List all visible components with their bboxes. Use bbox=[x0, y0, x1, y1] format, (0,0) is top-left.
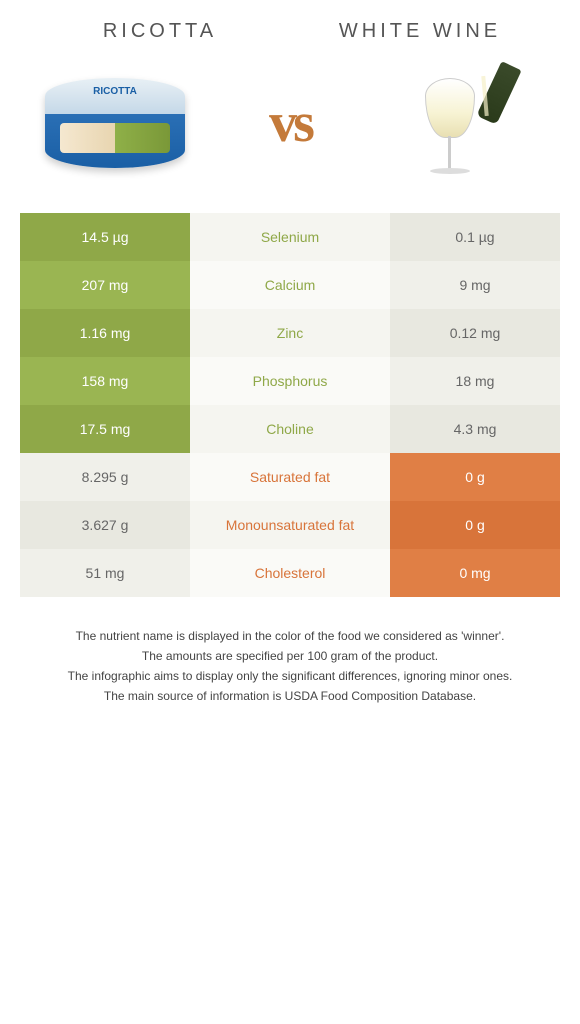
left-value-cell: 51 mg bbox=[20, 549, 190, 597]
nutrient-name-cell: Monounsaturated fat bbox=[190, 501, 390, 549]
product-images-row: vs bbox=[0, 53, 580, 213]
right-value-cell: 4.3 mg bbox=[390, 405, 560, 453]
left-value-cell: 17.5 mg bbox=[20, 405, 190, 453]
nutrient-name-cell: Cholesterol bbox=[190, 549, 390, 597]
ricotta-tub-icon bbox=[45, 78, 185, 168]
nutrient-name-cell: Zinc bbox=[190, 309, 390, 357]
left-value-cell: 14.5 µg bbox=[20, 213, 190, 261]
table-row: 17.5 mgCholine4.3 mg bbox=[20, 405, 560, 453]
left-value-cell: 207 mg bbox=[20, 261, 190, 309]
left-value-cell: 8.295 g bbox=[20, 453, 190, 501]
right-value-cell: 0 mg bbox=[390, 549, 560, 597]
wine-glass-icon bbox=[415, 58, 515, 188]
right-value-cell: 0 g bbox=[390, 501, 560, 549]
nutrient-name-cell: Calcium bbox=[190, 261, 390, 309]
table-row: 8.295 gSaturated fat0 g bbox=[20, 453, 560, 501]
table-row: 51 mgCholesterol0 mg bbox=[20, 549, 560, 597]
table-row: 207 mgCalcium9 mg bbox=[20, 261, 560, 309]
footer-line: The nutrient name is displayed in the co… bbox=[20, 627, 560, 645]
right-value-cell: 18 mg bbox=[390, 357, 560, 405]
footer-line: The main source of information is USDA F… bbox=[20, 687, 560, 705]
header: RICOTTA WHITE WINE bbox=[0, 0, 580, 53]
table-row: 3.627 gMonounsaturated fat0 g bbox=[20, 501, 560, 549]
table-row: 14.5 µgSelenium0.1 µg bbox=[20, 213, 560, 261]
nutrient-table: 14.5 µgSelenium0.1 µg207 mgCalcium9 mg1.… bbox=[0, 213, 580, 597]
right-value-cell: 9 mg bbox=[390, 261, 560, 309]
left-value-cell: 1.16 mg bbox=[20, 309, 190, 357]
right-value-cell: 0.1 µg bbox=[390, 213, 560, 261]
table-row: 1.16 mgZinc0.12 mg bbox=[20, 309, 560, 357]
nutrient-name-cell: Saturated fat bbox=[190, 453, 390, 501]
nutrient-name-cell: Choline bbox=[190, 405, 390, 453]
right-value-cell: 0 g bbox=[390, 453, 560, 501]
left-product-title: RICOTTA bbox=[30, 20, 290, 43]
footer-line: The infographic aims to display only the… bbox=[20, 667, 560, 685]
footer-notes: The nutrient name is displayed in the co… bbox=[0, 597, 580, 727]
ricotta-image bbox=[40, 63, 190, 183]
left-value-cell: 158 mg bbox=[20, 357, 190, 405]
vs-badge: vs bbox=[269, 91, 311, 155]
nutrient-name-cell: Selenium bbox=[190, 213, 390, 261]
footer-line: The amounts are specified per 100 gram o… bbox=[20, 647, 560, 665]
right-value-cell: 0.12 mg bbox=[390, 309, 560, 357]
left-value-cell: 3.627 g bbox=[20, 501, 190, 549]
table-row: 158 mgPhosphorus18 mg bbox=[20, 357, 560, 405]
right-product-title: WHITE WINE bbox=[290, 20, 550, 43]
wine-image bbox=[390, 63, 540, 183]
nutrient-name-cell: Phosphorus bbox=[190, 357, 390, 405]
